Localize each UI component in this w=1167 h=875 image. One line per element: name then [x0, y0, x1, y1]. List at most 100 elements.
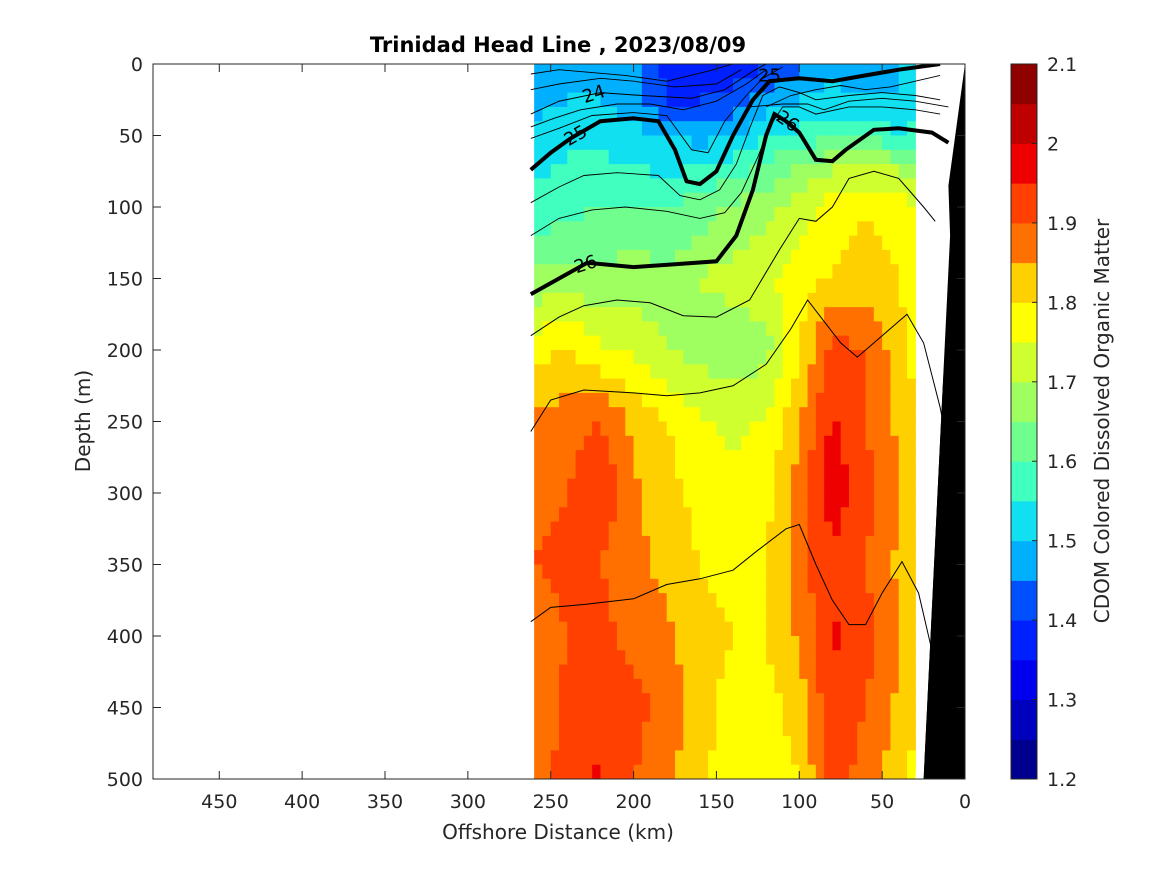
heat-cell: [724, 121, 734, 137]
colorbar-swatch: [1011, 143, 1037, 184]
heat-cell: [650, 521, 660, 537]
heat-cell: [583, 364, 593, 380]
heat-cell: [766, 106, 776, 122]
heat-cell: [683, 292, 693, 308]
heat-cell: [608, 149, 618, 165]
heat-cell: [625, 292, 635, 308]
heat-cell: [882, 621, 892, 637]
heat-cell: [666, 421, 676, 437]
heat-cell: [534, 593, 544, 608]
heat-cell: [741, 750, 751, 766]
heat-cell: [865, 764, 875, 779]
heat-cell: [633, 192, 643, 208]
heat-cell: [890, 407, 900, 423]
heat-cell: [683, 693, 693, 709]
heat-cell: [882, 207, 892, 222]
heat-cell: [791, 307, 800, 322]
heat-cell: [857, 636, 867, 651]
heat-cell: [567, 507, 577, 523]
heat-cell: [824, 106, 834, 122]
heat-cell: [873, 407, 883, 423]
heat-cell: [873, 192, 883, 208]
heat-cell: [550, 292, 560, 308]
heat-cell: [608, 721, 618, 737]
heat-cell: [550, 664, 560, 680]
heat-cell: [774, 106, 784, 122]
heat-cell: [600, 693, 610, 709]
heat-cell: [774, 664, 784, 680]
heat-cell: [782, 221, 792, 237]
heat-cell: [691, 264, 701, 280]
heat-cell: [716, 535, 726, 551]
heat-cell: [583, 92, 593, 108]
heat-cell: [873, 392, 883, 408]
heat-cell: [716, 421, 726, 437]
heat-cell: [724, 550, 734, 566]
heat-cell: [873, 178, 883, 194]
heat-cell: [592, 249, 602, 265]
heat-cell: [873, 621, 883, 637]
heat-cell: [666, 192, 676, 208]
heat-cell: [534, 636, 544, 651]
heat-cell: [733, 721, 742, 737]
heat-cell: [583, 135, 593, 151]
heat-cell: [766, 421, 776, 437]
heat-cell: [815, 335, 825, 351]
heat-cell: [782, 207, 792, 222]
heat-cell: [658, 707, 668, 723]
heat-cell: [683, 106, 693, 122]
heat-cell: [807, 207, 817, 222]
heat-cell: [724, 435, 734, 451]
y-tick-label: 200: [107, 340, 143, 362]
heat-cell: [633, 221, 643, 237]
heat-cell: [575, 650, 585, 666]
heat-cell: [741, 192, 751, 208]
heat-cell: [650, 478, 660, 494]
heat-cell: [683, 750, 693, 766]
heat-cell: [882, 535, 892, 551]
heat-cell: [658, 678, 668, 694]
heat-cell: [774, 750, 784, 766]
heat-cell: [882, 92, 892, 108]
heat-cell: [534, 392, 544, 408]
heat-cell: [600, 507, 610, 523]
heat-cell: [824, 593, 834, 608]
heat-cell: [724, 106, 734, 122]
heat-cell: [882, 364, 892, 380]
heat-cell: [658, 435, 668, 451]
heat-cell: [550, 450, 560, 465]
heat-cell: [625, 235, 635, 251]
colorbar-tick-label: 1.5: [1047, 531, 1077, 553]
heat-cell: [708, 736, 718, 751]
heat-cell: [807, 392, 817, 408]
heat-cell: [849, 335, 858, 351]
heat-cell: [608, 707, 618, 723]
heat-cell: [873, 278, 883, 294]
heat-cell: [733, 92, 742, 108]
seafloor-fill: [923, 64, 965, 779]
heat-cell: [757, 350, 767, 365]
heat-cell: [691, 207, 701, 222]
heat-cell: [691, 450, 701, 465]
heat-cell: [849, 378, 858, 394]
heat-cell: [650, 307, 660, 322]
heat-cell: [791, 578, 800, 594]
heat-cell: [583, 207, 593, 222]
heat-cell: [600, 407, 610, 423]
heat-cell: [865, 249, 875, 265]
heat-cell: [898, 235, 908, 251]
heat-cell: [741, 121, 751, 137]
heat-cell: [708, 550, 718, 566]
heat-cell: [708, 521, 718, 537]
heat-cell: [542, 564, 552, 580]
heat-cell: [608, 478, 618, 494]
heat-cell: [791, 407, 800, 423]
heat-cell: [666, 736, 676, 751]
heat-cell: [633, 64, 643, 79]
heat-cell: [757, 121, 767, 137]
heat-cell: [699, 307, 709, 322]
heat-cell: [567, 450, 577, 465]
heat-cell: [741, 764, 751, 779]
heat-cell: [699, 221, 709, 237]
heat-cell: [849, 621, 858, 637]
